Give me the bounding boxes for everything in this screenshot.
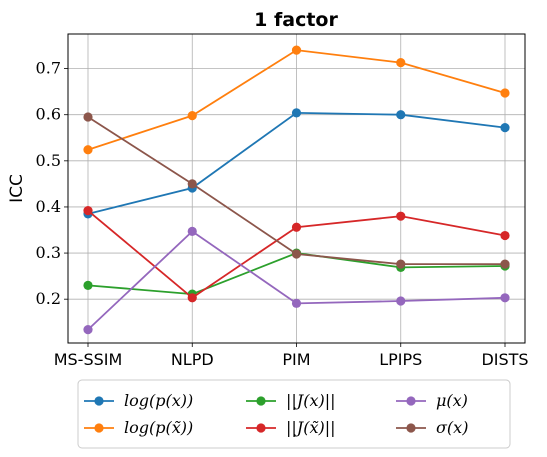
data-point: [187, 179, 197, 189]
data-point: [396, 211, 406, 221]
x-tick-label: MS-SSIM: [54, 350, 123, 369]
data-point: [83, 325, 93, 335]
legend-label: ||J(x)||: [286, 391, 335, 410]
data-point: [291, 298, 302, 308]
data-point: [291, 222, 302, 232]
data-point: [83, 112, 93, 122]
data-point: [500, 123, 510, 133]
legend-item: σ(x): [396, 418, 468, 437]
y-axis-label: ICC: [7, 174, 27, 203]
data-point: [500, 88, 510, 98]
legend-label: σ(x): [436, 418, 468, 437]
legend-label: ||J(x̃)||: [286, 418, 335, 437]
x-tick-label: LPIPS: [379, 350, 422, 369]
data-point: [500, 293, 510, 303]
legend-marker: [406, 423, 416, 433]
x-tick-label: DISTS: [481, 350, 528, 369]
x-axis: MS-SSIM NLPD PIM LPIPS DISTS: [54, 343, 529, 369]
x-tick-label: NLPD: [171, 350, 214, 369]
data-point: [500, 230, 510, 241]
grid-lines: [68, 34, 525, 343]
legend-item: ||J(x)||: [246, 391, 335, 410]
y-tick-label: 0.7: [36, 59, 61, 78]
y-tick-label: 0.2: [36, 289, 61, 308]
data-point: [396, 259, 406, 269]
y-tick-label: 0.6: [36, 105, 61, 124]
y-axis: 0.2 0.3 0.4 0.5 0.6 0.7: [36, 59, 68, 308]
legend-label: log(p(x)): [124, 391, 193, 410]
data-point: [396, 57, 406, 68]
data-point: [187, 111, 197, 121]
legend-marker: [256, 423, 266, 433]
legend-label: log(p(x̃)): [124, 418, 193, 437]
data-point: [291, 45, 302, 55]
data-point: [83, 280, 93, 290]
data-point: [83, 206, 93, 216]
series-4: [83, 226, 510, 335]
legend-item: log(p(x̃)): [84, 418, 193, 437]
legend-marker: [406, 396, 416, 406]
series-1: [83, 45, 510, 155]
series-group: [83, 45, 510, 335]
data-point: [291, 108, 302, 118]
x-tick-label: PIM: [282, 350, 310, 369]
y-tick-label: 0.5: [36, 151, 61, 170]
data-point: [396, 110, 406, 120]
legend-marker: [256, 396, 266, 406]
legend-box: [77, 379, 511, 449]
data-point: [187, 226, 197, 236]
legend-marker: [94, 396, 104, 406]
legend-marker: [94, 423, 104, 433]
legend-item: ||J(x̃)||: [246, 418, 335, 437]
legend-item: log(p(x)): [84, 391, 193, 410]
series-3: [83, 206, 510, 303]
data-point: [83, 145, 93, 155]
data-point: [396, 296, 406, 306]
series-5: [83, 112, 510, 269]
chart-title: 1 factor: [254, 9, 338, 31]
legend-item: μ(x): [396, 391, 468, 410]
legend: log(p(x)) log(p(x̃)) ||J(x)|| ||J(x̃)|| μ(x)…: [77, 379, 511, 449]
y-tick-label: 0.3: [36, 243, 61, 262]
data-point: [291, 249, 302, 259]
data-point: [500, 259, 510, 269]
legend-label: μ(x): [436, 391, 468, 410]
data-point: [187, 293, 197, 303]
y-tick-label: 0.4: [36, 197, 61, 216]
